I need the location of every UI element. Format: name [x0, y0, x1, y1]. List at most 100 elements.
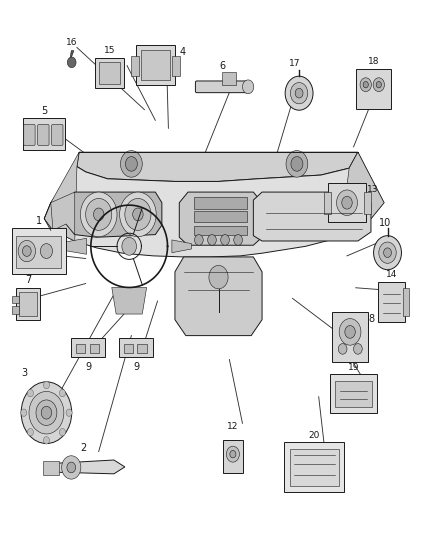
Circle shape	[354, 344, 362, 354]
Polygon shape	[179, 192, 262, 245]
Circle shape	[339, 319, 361, 345]
Circle shape	[376, 82, 382, 88]
Circle shape	[345, 326, 355, 338]
FancyBboxPatch shape	[119, 338, 153, 358]
Circle shape	[22, 246, 31, 256]
Polygon shape	[175, 257, 262, 336]
FancyBboxPatch shape	[403, 288, 409, 316]
Circle shape	[194, 235, 203, 245]
Circle shape	[36, 400, 57, 425]
FancyBboxPatch shape	[16, 236, 61, 268]
Circle shape	[28, 429, 34, 436]
FancyBboxPatch shape	[23, 118, 65, 150]
Circle shape	[291, 157, 303, 171]
Text: 12: 12	[227, 422, 239, 431]
FancyBboxPatch shape	[138, 344, 147, 353]
Circle shape	[122, 237, 136, 255]
Text: 18: 18	[368, 56, 379, 66]
FancyBboxPatch shape	[13, 306, 18, 314]
Text: 20: 20	[309, 431, 320, 440]
Circle shape	[120, 192, 156, 237]
FancyBboxPatch shape	[378, 282, 405, 322]
Circle shape	[41, 406, 52, 419]
Circle shape	[226, 446, 239, 462]
Text: 10: 10	[379, 217, 391, 228]
Text: 16: 16	[66, 38, 77, 47]
Text: 9: 9	[133, 362, 139, 372]
Circle shape	[59, 390, 66, 397]
Circle shape	[43, 437, 49, 444]
FancyBboxPatch shape	[136, 45, 174, 85]
Text: 17: 17	[289, 59, 301, 68]
Circle shape	[374, 236, 402, 270]
Circle shape	[133, 208, 143, 221]
Text: 7: 7	[25, 274, 31, 285]
Text: 2: 2	[80, 442, 87, 453]
FancyBboxPatch shape	[131, 56, 139, 76]
Polygon shape	[69, 51, 74, 62]
FancyBboxPatch shape	[356, 69, 391, 109]
FancyBboxPatch shape	[124, 344, 133, 353]
Circle shape	[80, 192, 117, 237]
Text: 15: 15	[104, 46, 115, 55]
FancyBboxPatch shape	[38, 125, 49, 146]
FancyBboxPatch shape	[24, 125, 35, 146]
FancyBboxPatch shape	[99, 62, 120, 84]
Circle shape	[125, 157, 137, 171]
FancyBboxPatch shape	[194, 225, 247, 235]
Circle shape	[208, 235, 216, 245]
FancyBboxPatch shape	[52, 125, 63, 146]
Circle shape	[209, 265, 228, 289]
Text: 3: 3	[21, 368, 27, 378]
Text: 4: 4	[179, 47, 185, 57]
Circle shape	[21, 409, 27, 416]
FancyBboxPatch shape	[195, 81, 248, 93]
Text: 13: 13	[367, 185, 378, 194]
Circle shape	[67, 462, 76, 473]
FancyBboxPatch shape	[172, 56, 180, 76]
Polygon shape	[253, 192, 371, 241]
FancyBboxPatch shape	[141, 50, 170, 80]
Circle shape	[28, 390, 34, 397]
Circle shape	[342, 196, 352, 209]
Circle shape	[59, 429, 66, 436]
Circle shape	[66, 409, 72, 416]
Polygon shape	[57, 460, 125, 474]
Circle shape	[234, 235, 243, 245]
Circle shape	[40, 244, 52, 259]
FancyBboxPatch shape	[328, 183, 366, 222]
FancyBboxPatch shape	[95, 58, 124, 88]
FancyBboxPatch shape	[12, 228, 66, 274]
FancyBboxPatch shape	[332, 312, 368, 362]
Circle shape	[295, 88, 303, 98]
FancyBboxPatch shape	[223, 440, 243, 473]
Polygon shape	[66, 192, 162, 237]
Polygon shape	[340, 152, 384, 237]
Text: 1: 1	[36, 216, 42, 226]
Text: 8: 8	[369, 314, 375, 325]
FancyBboxPatch shape	[13, 296, 18, 303]
Circle shape	[360, 78, 371, 92]
FancyBboxPatch shape	[90, 344, 99, 353]
FancyBboxPatch shape	[284, 442, 344, 492]
Circle shape	[67, 57, 76, 68]
Circle shape	[121, 151, 142, 177]
Circle shape	[336, 190, 357, 215]
FancyBboxPatch shape	[71, 338, 105, 358]
Circle shape	[221, 235, 229, 245]
FancyBboxPatch shape	[19, 292, 37, 316]
FancyBboxPatch shape	[289, 449, 339, 486]
FancyBboxPatch shape	[324, 191, 331, 214]
Polygon shape	[65, 238, 87, 254]
FancyBboxPatch shape	[222, 72, 236, 85]
Polygon shape	[44, 152, 384, 257]
Circle shape	[373, 78, 385, 92]
FancyBboxPatch shape	[43, 461, 59, 475]
FancyBboxPatch shape	[335, 381, 372, 407]
FancyBboxPatch shape	[330, 374, 377, 413]
Circle shape	[125, 198, 151, 230]
Circle shape	[94, 208, 104, 221]
Text: 14: 14	[386, 270, 397, 279]
Circle shape	[363, 82, 368, 88]
Text: 6: 6	[219, 61, 225, 71]
